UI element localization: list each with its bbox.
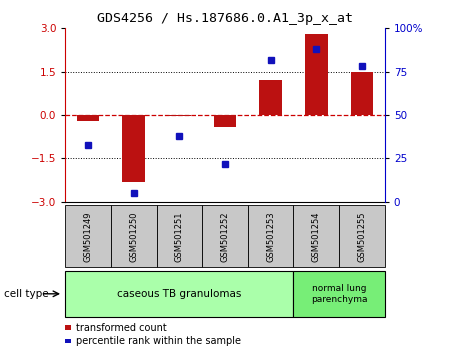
Text: GSM501252: GSM501252 xyxy=(220,211,230,262)
Text: GSM501249: GSM501249 xyxy=(84,211,93,262)
Bar xyxy=(76,115,99,121)
Text: GSM501254: GSM501254 xyxy=(312,211,321,262)
Text: GSM501251: GSM501251 xyxy=(175,211,184,262)
Text: GDS4256 / Hs.187686.0.A1_3p_x_at: GDS4256 / Hs.187686.0.A1_3p_x_at xyxy=(97,12,353,25)
Text: GSM501253: GSM501253 xyxy=(266,211,275,262)
Bar xyxy=(351,72,374,115)
Text: caseous TB granulomas: caseous TB granulomas xyxy=(117,289,242,299)
Bar xyxy=(214,115,236,127)
Bar xyxy=(168,115,191,116)
Text: transformed count: transformed count xyxy=(76,322,167,333)
Text: cell type: cell type xyxy=(4,289,49,299)
Bar xyxy=(305,34,328,115)
Bar xyxy=(259,80,282,115)
Text: normal lung
parenchyma: normal lung parenchyma xyxy=(311,284,367,303)
Text: GSM501255: GSM501255 xyxy=(357,211,366,262)
Text: GSM501250: GSM501250 xyxy=(129,211,138,262)
Bar xyxy=(122,115,145,182)
Text: percentile rank within the sample: percentile rank within the sample xyxy=(76,336,242,346)
